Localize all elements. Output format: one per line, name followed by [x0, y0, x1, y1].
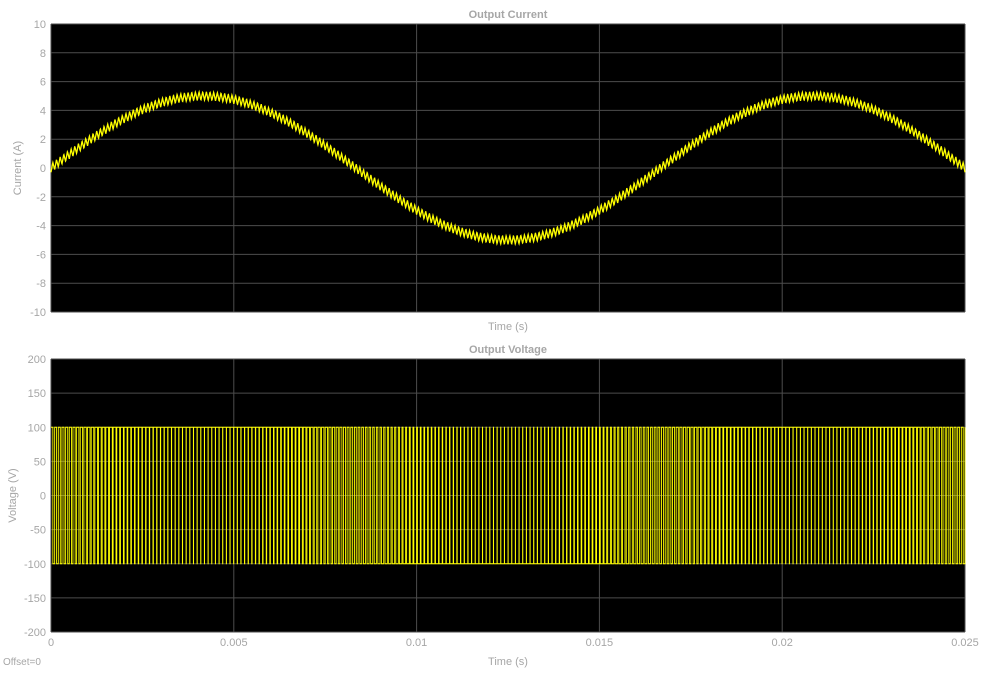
y-tick-label: -200: [24, 627, 46, 639]
plot-title: Output Current: [469, 9, 548, 21]
current-trace: [50, 89, 966, 247]
y-tick-label: 2: [40, 134, 46, 146]
x-tick-label: 0.01: [406, 637, 427, 649]
y-tick-label: 0: [40, 163, 46, 175]
y-tick-label: 150: [28, 388, 46, 400]
y-tick-label: 0: [40, 491, 46, 503]
y-tick-label: 200: [28, 354, 46, 366]
y-tick-label: -4: [36, 221, 46, 233]
x-tick-label: 0.005: [220, 637, 248, 649]
y-tick-label: 8: [40, 48, 46, 60]
current-plot: [50, 23, 966, 313]
y-tick-label: 100: [28, 422, 46, 434]
y-tick-label: 50: [34, 456, 46, 468]
y-tick-label: -150: [24, 593, 46, 605]
x-axis-label: Time (s): [488, 656, 528, 668]
voltage-plot: [50, 358, 966, 633]
x-axis-label: Time (s): [488, 321, 528, 333]
y-tick-label: -10: [30, 307, 46, 319]
x-tick-label: 0.025: [951, 637, 979, 649]
y-tick-label: 4: [40, 105, 46, 117]
y-tick-label: -6: [36, 249, 46, 261]
y-tick-label: -50: [30, 525, 46, 537]
offset-label: Offset=0: [3, 657, 41, 668]
y-tick-label: -8: [36, 278, 46, 290]
x-tick-label: 0: [48, 637, 54, 649]
x-tick-label: 0.015: [586, 637, 614, 649]
voltage-trace: [51, 426, 966, 565]
x-tick-label: 0.02: [771, 637, 792, 649]
y-axis-label: Current (A): [12, 141, 24, 195]
y-axis-label: Voltage (V): [7, 468, 19, 522]
y-tick-label: -2: [36, 192, 46, 204]
y-tick-label: -100: [24, 559, 46, 571]
plot-title: Output Voltage: [469, 344, 547, 356]
y-tick-label: 6: [40, 77, 46, 89]
y-tick-label: 10: [34, 19, 46, 31]
